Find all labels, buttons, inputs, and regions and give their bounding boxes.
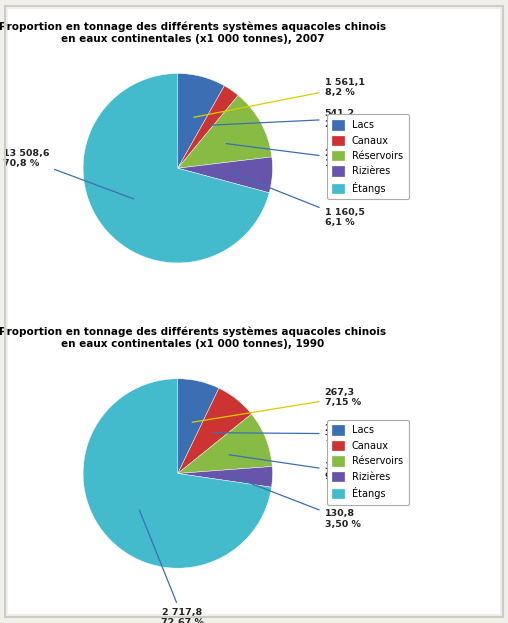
Text: Proportion en tonnage des différents systèmes aquacoles chinois
en eaux continen: Proportion en tonnage des différents sys…: [0, 327, 387, 349]
Text: 2 304,0
12,1 %: 2 304,0 12,1 %: [226, 144, 364, 168]
Text: 267,3
7,15 %: 267,3 7,15 %: [192, 388, 361, 422]
Wedge shape: [178, 86, 238, 168]
Text: 1 561,1
8,2 %: 1 561,1 8,2 %: [194, 78, 365, 117]
Wedge shape: [83, 379, 271, 568]
Wedge shape: [178, 379, 219, 473]
Wedge shape: [178, 157, 272, 193]
Wedge shape: [178, 74, 225, 168]
Text: 130,8
3,50 %: 130,8 3,50 %: [233, 477, 361, 529]
Legend: Lacs, Canaux, Réservoirs, Rizières, Étangs: Lacs, Canaux, Réservoirs, Rizières, Étan…: [327, 115, 409, 199]
Text: Proportion en tonnage des différents systèmes aquacoles chinois
en eaux continen: Proportion en tonnage des différents sys…: [0, 22, 387, 44]
Text: 1 160,5
6,1 %: 1 160,5 6,1 %: [232, 173, 364, 227]
Legend: Lacs, Canaux, Réservoirs, Rizières, Étangs: Lacs, Canaux, Réservoirs, Rizières, Étan…: [327, 420, 409, 505]
Wedge shape: [178, 414, 272, 473]
Text: 541,2
2,8 %: 541,2 2,8 %: [210, 109, 355, 129]
Text: 359,8
9,62 %: 359,8 9,62 %: [229, 455, 361, 482]
Wedge shape: [83, 74, 269, 263]
Text: 13 508,6
70,8 %: 13 508,6 70,8 %: [3, 149, 134, 199]
Wedge shape: [178, 467, 272, 487]
Wedge shape: [178, 388, 251, 473]
Text: 263,7
7,05 %: 263,7 7,05 %: [213, 424, 361, 444]
Wedge shape: [178, 95, 272, 168]
Text: 2 717,8
72,67 %: 2 717,8 72,67 %: [139, 510, 204, 623]
